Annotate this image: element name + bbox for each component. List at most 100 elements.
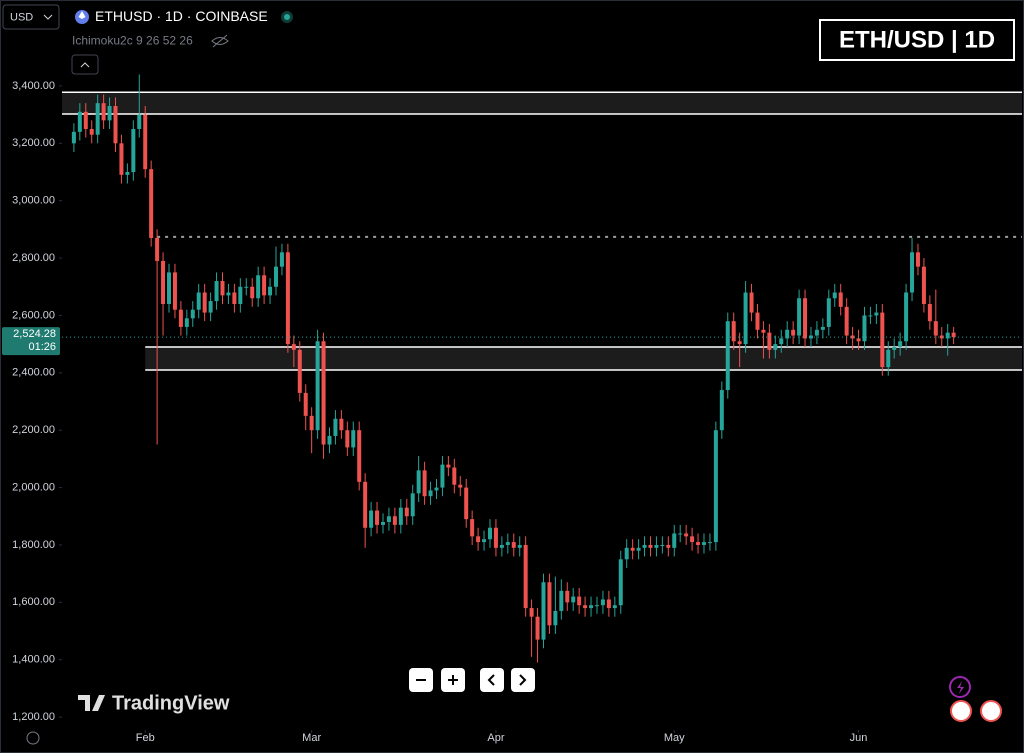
candle-body [678,533,683,535]
candle-body [939,335,944,339]
candle-body [523,544,528,609]
candle-body [820,326,825,330]
candle-body [660,544,665,546]
candle-body [874,312,879,316]
candle-body [945,332,950,339]
flash-icon[interactable] [949,676,971,698]
candle-body [285,252,290,345]
candle-body [262,275,267,296]
candle-body [107,106,112,121]
candle-body [202,292,207,313]
scroll-right-button[interactable] [511,668,535,692]
event-icon[interactable] [950,700,972,722]
candle-body [327,435,332,445]
candle-body [553,610,558,626]
currency-select[interactable] [2,4,60,30]
candle-body [826,298,831,327]
candle-body [803,298,808,339]
candle-body [208,301,213,313]
candle-body [77,111,82,132]
candle-body [749,292,754,313]
collapse-button[interactable] [71,54,99,75]
candle-body [309,415,314,431]
right-icon [519,674,527,686]
candle-body [594,605,599,607]
x-tick-label: Apr [487,732,504,744]
candle-body [113,106,118,144]
candle-body [713,430,718,543]
candle-body [600,599,605,606]
candle-body [707,542,712,544]
candle-body [178,309,183,327]
candle-body [161,260,166,304]
candle-body [731,321,736,342]
candle-body [517,544,522,548]
candle-body [571,596,576,603]
candle-body [618,559,623,606]
candle-body [83,111,88,129]
candle-body [547,582,552,626]
candle-body [380,522,385,525]
candle-body [458,484,463,488]
candle-body [951,332,956,338]
candle-body [767,332,772,350]
candle-body [386,516,391,523]
y-tick-label: 1,400.00 [12,654,55,666]
candle-body [172,272,177,310]
hide-icon[interactable] [211,34,229,48]
chart-title: ETH/USD | 1D [839,26,995,53]
candle-body [559,590,564,611]
candle-body [404,507,409,517]
candle-body [256,275,261,299]
candle-body [642,544,647,548]
candle-body [933,321,938,336]
candle-body [583,605,588,609]
event-icon[interactable] [980,700,1002,722]
scroll-left-button[interactable] [480,668,504,692]
y-tick-label: 1,600.00 [12,596,55,608]
candle-body [119,143,124,175]
candle-body [446,464,451,468]
candle-body [880,312,885,368]
symbol[interactable]: ETHUSD · 1D · COINBASE [95,8,268,24]
candle-body [410,493,415,517]
candle-body [910,252,915,293]
candle-body [737,341,742,345]
candle-body [71,131,76,144]
candle-body [315,341,320,431]
candle-body [785,329,790,339]
candle-body [155,237,160,261]
candle-body [844,306,849,336]
candle-body [535,616,540,640]
plus-icon [448,675,458,685]
zone [145,347,1022,370]
left-icon [487,674,495,686]
candle-body [101,103,106,121]
candle-body [838,292,843,307]
currency: USD [10,11,33,23]
candle-body [672,533,677,548]
brand: TradingView [112,692,230,714]
zone [62,92,1022,115]
candle-body [565,590,570,603]
candle-body [166,272,171,304]
y-tick-label: 3,200.00 [12,137,55,149]
candle-body [345,430,350,448]
candle-body [886,349,891,368]
candle-body [357,430,362,482]
candle-body [422,470,427,497]
settings-icon[interactable] [26,731,40,745]
candle-body [297,349,302,393]
title-box [819,19,1015,61]
candle-body [850,335,855,339]
candle-body [927,303,932,322]
candle-body [636,547,641,551]
candle-body [291,344,296,350]
y-tick-label: 2,000.00 [12,481,55,493]
candle-body [333,418,338,436]
candle-body [898,341,903,348]
indicator[interactable]: Ichimoku2c 9 26 52 26 [72,34,193,48]
candle-body [868,315,873,317]
candle-body [226,292,231,296]
candle-body [725,321,730,391]
